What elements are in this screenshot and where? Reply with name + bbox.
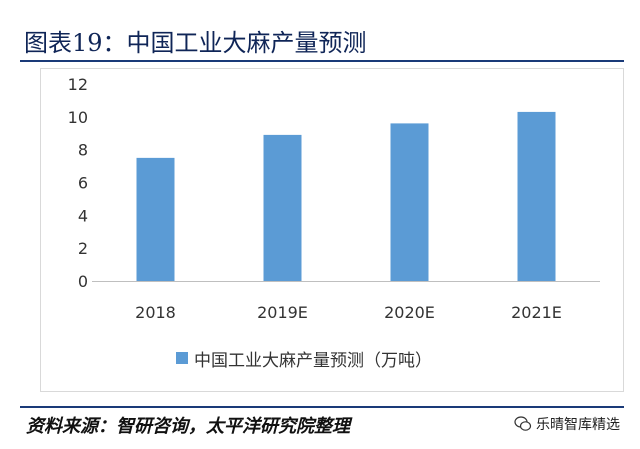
bar [136, 157, 175, 281]
x-tick-label: 2021E [511, 303, 562, 322]
x-tick-label: 2019E [257, 303, 308, 322]
bar [390, 123, 429, 282]
y-tick-label: 0 [78, 272, 88, 291]
wechat-icon [514, 416, 532, 431]
source-divider [20, 406, 624, 408]
title-bar: 图表19：中国工业大麻产量预测 [20, 28, 624, 62]
source-note: 资料来源：智研咨询，太平洋研究院整理 [26, 416, 350, 437]
legend-label: 中国工业大麻产量预测（万吨） [194, 350, 432, 371]
source-bar: 资料来源：智研咨询，太平洋研究院整理 乐晴智库精选 [20, 406, 624, 440]
y-tick-label: 8 [78, 141, 88, 160]
y-tick-label: 10 [68, 108, 88, 127]
watermark-text: 乐晴智库精选 [536, 417, 620, 433]
chart-legend: 中国工业大麻产量预测（万吨） [176, 346, 432, 371]
y-tick-label: 12 [68, 75, 88, 94]
bar [263, 134, 302, 281]
y-tick-label: 2 [78, 239, 88, 258]
y-tick-label: 4 [78, 206, 88, 225]
watermark: 乐晴智库精选 [514, 414, 620, 434]
title-divider [20, 60, 624, 62]
bar [517, 111, 556, 282]
legend-swatch [176, 352, 188, 364]
y-tick-label: 6 [78, 174, 88, 193]
x-tick-label: 2020E [384, 303, 435, 322]
page-title: 图表19：中国工业大麻产量预测 [24, 29, 367, 57]
x-tick-label: 2018 [135, 303, 176, 322]
